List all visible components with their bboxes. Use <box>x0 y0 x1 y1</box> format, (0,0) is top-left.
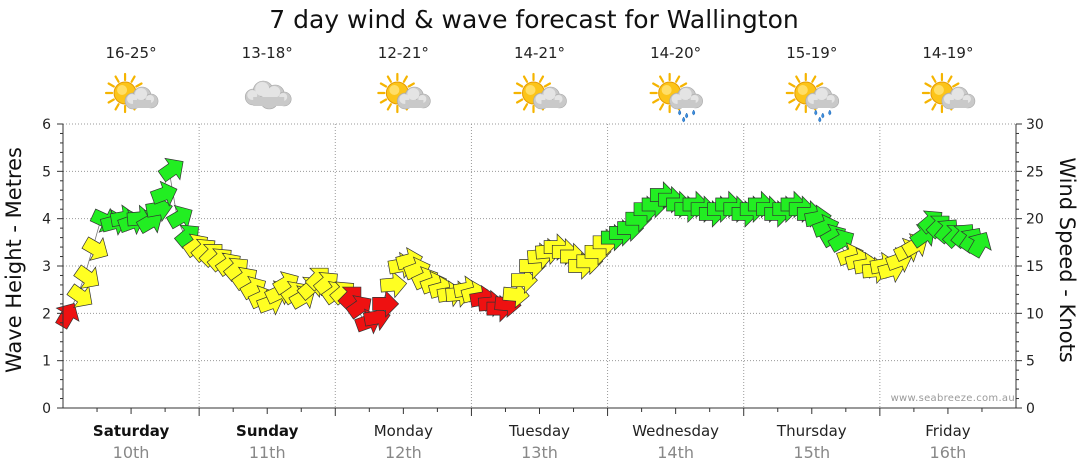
day-name-label: Sunday <box>236 422 299 440</box>
credit-watermark: www.seabreeze.com.au <box>891 393 1015 404</box>
right-tick-label: 30 <box>1026 117 1044 133</box>
left-axis-title: Wave Height - Metres <box>2 147 26 373</box>
temperature-label: 14-21° <box>514 44 565 62</box>
chart-title: 7 day wind & wave forecast for Wallingto… <box>269 5 798 34</box>
wind-arrow <box>81 236 109 261</box>
day-date-label: 12th <box>385 443 422 462</box>
right-tick-label: 15 <box>1026 259 1044 275</box>
left-tick-label: 3 <box>42 259 51 275</box>
wind-arrow <box>73 264 100 289</box>
left-tick-label: 6 <box>42 117 51 133</box>
wind-arrows <box>55 157 992 335</box>
temperature-label: 16-25° <box>106 44 157 62</box>
right-tick-label: 25 <box>1026 164 1044 180</box>
axes <box>57 123 1022 416</box>
wind-arrow <box>379 270 408 299</box>
left-tick-label: 4 <box>42 212 51 228</box>
weather-icon-row <box>104 72 976 123</box>
right-tick-label: 5 <box>1026 354 1035 370</box>
sun-cloud-icon <box>377 72 431 114</box>
sun-cloud-icon <box>921 72 976 114</box>
day-date-label: 14th <box>657 443 694 462</box>
day-name-label: Saturday <box>93 422 170 440</box>
right-tick-label: 10 <box>1026 306 1044 322</box>
sun-cloud-icon <box>104 72 159 114</box>
day-labels: Saturday 10th Sunday 11th Monday 12th Tuesday 1… <box>93 422 971 462</box>
left-tick-label: 5 <box>42 164 51 180</box>
wind-arrow <box>149 180 178 207</box>
temperature-label: 14-19° <box>922 44 973 62</box>
day-name-label: Wednesday <box>632 422 719 440</box>
day-name-label: Tuesday <box>508 422 570 440</box>
right-axis-title: Wind Speed - Knots <box>1055 157 1079 362</box>
temperature-label: 15-19° <box>786 44 837 62</box>
left-tick-label: 1 <box>42 354 51 370</box>
temperature-row: 16-25° 13-18° 12-21° 14-21° 14-20° 15-19° 14-1… <box>106 44 974 62</box>
sun-cloud-rain-icon <box>785 72 840 123</box>
day-date-label: 15th <box>793 443 830 462</box>
sun-cloud-rain-icon <box>649 72 703 123</box>
day-name-label: Monday <box>374 422 433 440</box>
left-tick-label: 0 <box>42 401 51 417</box>
temperature-label: 14-20° <box>650 44 701 62</box>
wind-arrow <box>157 157 184 183</box>
wind-arrow <box>502 280 530 309</box>
right-tick-label: 20 <box>1026 212 1044 228</box>
wind-arrow <box>66 283 93 308</box>
wind-arrow <box>372 290 400 318</box>
left-axis-ticks: 0 1 2 3 4 5 6 <box>42 117 51 417</box>
day-date-label: 10th <box>113 443 150 462</box>
day-date-label: 11th <box>249 443 286 462</box>
day-name-label: Friday <box>925 422 971 440</box>
temperature-label: 13-18° <box>242 44 293 62</box>
day-date-label: 13th <box>521 443 558 462</box>
wind-arrow <box>967 231 992 259</box>
wind-arrow <box>827 228 855 253</box>
right-axis-ticks: 0 5 10 15 20 25 30 <box>1026 117 1044 417</box>
temperature-label: 12-21° <box>378 44 429 62</box>
cloud-icon <box>244 80 292 110</box>
day-date-label: 16th <box>930 443 967 462</box>
right-tick-label: 0 <box>1026 401 1035 417</box>
day-name-label: Thursday <box>776 422 847 440</box>
left-tick-label: 2 <box>42 306 51 322</box>
sun-cloud-icon <box>513 72 567 114</box>
wind-arrow <box>345 295 372 320</box>
wind-arrow <box>165 204 193 230</box>
